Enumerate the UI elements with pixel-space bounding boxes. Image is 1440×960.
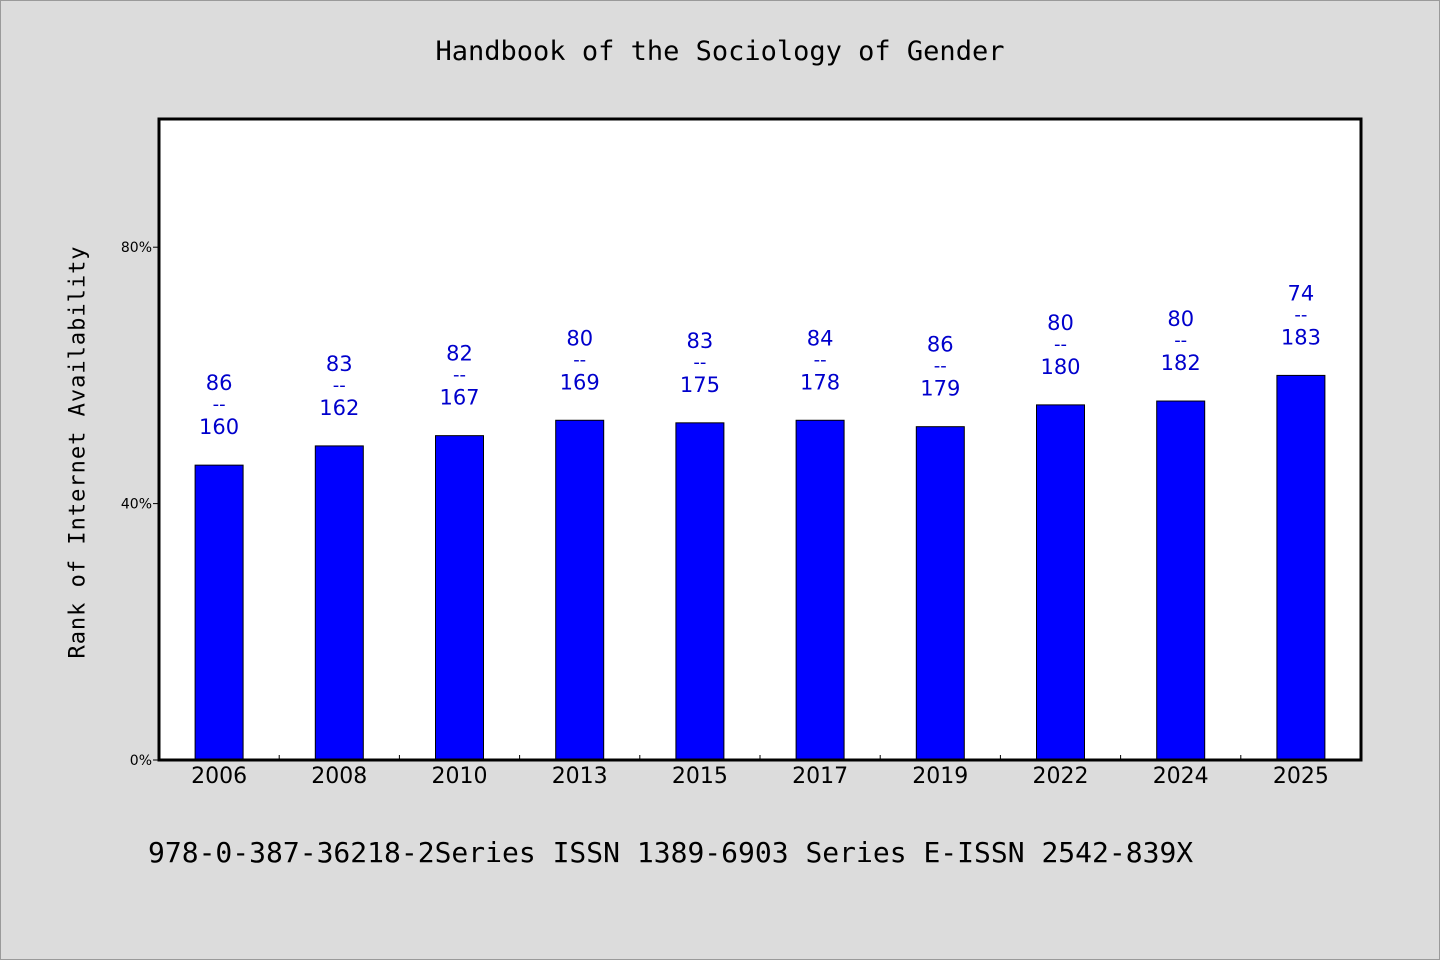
data-label-separator: -- (573, 349, 586, 370)
x-tick-label: 2013 (552, 764, 608, 789)
bar (194, 464, 244, 761)
data-label-top: 82 (446, 342, 473, 366)
x-tick-label: 2015 (672, 764, 728, 789)
plot-border (157, 117, 1363, 762)
data-label-bottom: 180 (1040, 355, 1080, 379)
x-tick-label: 2019 (912, 764, 968, 789)
data-label-bottom: 175 (680, 373, 720, 397)
data-label-top: 74 (1288, 281, 1315, 305)
bars-group (194, 374, 1326, 761)
data-label-separator: -- (453, 365, 466, 386)
data-label-bottom: 183 (1281, 325, 1321, 349)
data-label-bottom: 169 (560, 370, 600, 394)
bar (1036, 404, 1085, 761)
x-tick-label: 2017 (792, 764, 848, 789)
data-label-bottom: 160 (199, 415, 239, 439)
data-label-bottom: 182 (1161, 351, 1201, 375)
x-tick-label: 2008 (311, 764, 367, 789)
data-label-bottom: 179 (920, 377, 960, 401)
data-label-separator: -- (934, 356, 947, 377)
data-label-separator: -- (693, 352, 706, 373)
data-label-separator: -- (814, 349, 827, 370)
y-tick-label: 40% (121, 497, 152, 513)
chart-title: Handbook of the Sociology of Gender (435, 36, 1005, 67)
ticks-group: 2006 2008 2010 2013 2015 2017 2019 2022 2024 2025… (121, 240, 1329, 789)
data-label-separator: -- (213, 394, 226, 415)
data-label-separator: -- (1174, 330, 1187, 351)
bar (1276, 374, 1326, 761)
data-label-separator: -- (333, 375, 346, 396)
data-label-top: 83 (326, 352, 353, 376)
data-label-top: 86 (206, 371, 233, 395)
data-label-bottom: 167 (439, 386, 479, 410)
data-label-bottom: 162 (319, 396, 359, 420)
data-label-top: 80 (1167, 307, 1194, 331)
x-tick-label: 2025 (1273, 764, 1329, 789)
y-tick-label: 0% (130, 753, 152, 769)
x-tick-label: 2010 (432, 764, 488, 789)
data-labels-group: 86--16083--16282--16780--16983--17584--1… (199, 281, 1321, 439)
data-label-top: 86 (927, 333, 954, 357)
bar (435, 435, 484, 761)
data-label-top: 83 (687, 329, 714, 353)
data-label-top: 84 (807, 326, 834, 350)
bar (555, 419, 605, 761)
bar (675, 422, 725, 761)
x-tick-label: 2022 (1033, 764, 1089, 789)
bar (314, 445, 364, 761)
x-tick-label: 2006 (191, 764, 247, 789)
y-tick-label: 80% (121, 240, 152, 256)
data-label-top: 80 (566, 326, 593, 350)
footer-isbn-text: 978-0-387-36218-2Series ISSN 1389-6903 S… (148, 836, 1194, 869)
bar (915, 426, 965, 761)
bar (795, 419, 845, 761)
data-label-bottom: 178 (800, 370, 840, 394)
data-label-top: 80 (1047, 311, 1074, 335)
data-label-separator: -- (1054, 334, 1067, 355)
data-label-separator: -- (1294, 304, 1307, 325)
x-tick-label: 2024 (1153, 764, 1209, 789)
bar (1156, 400, 1206, 761)
